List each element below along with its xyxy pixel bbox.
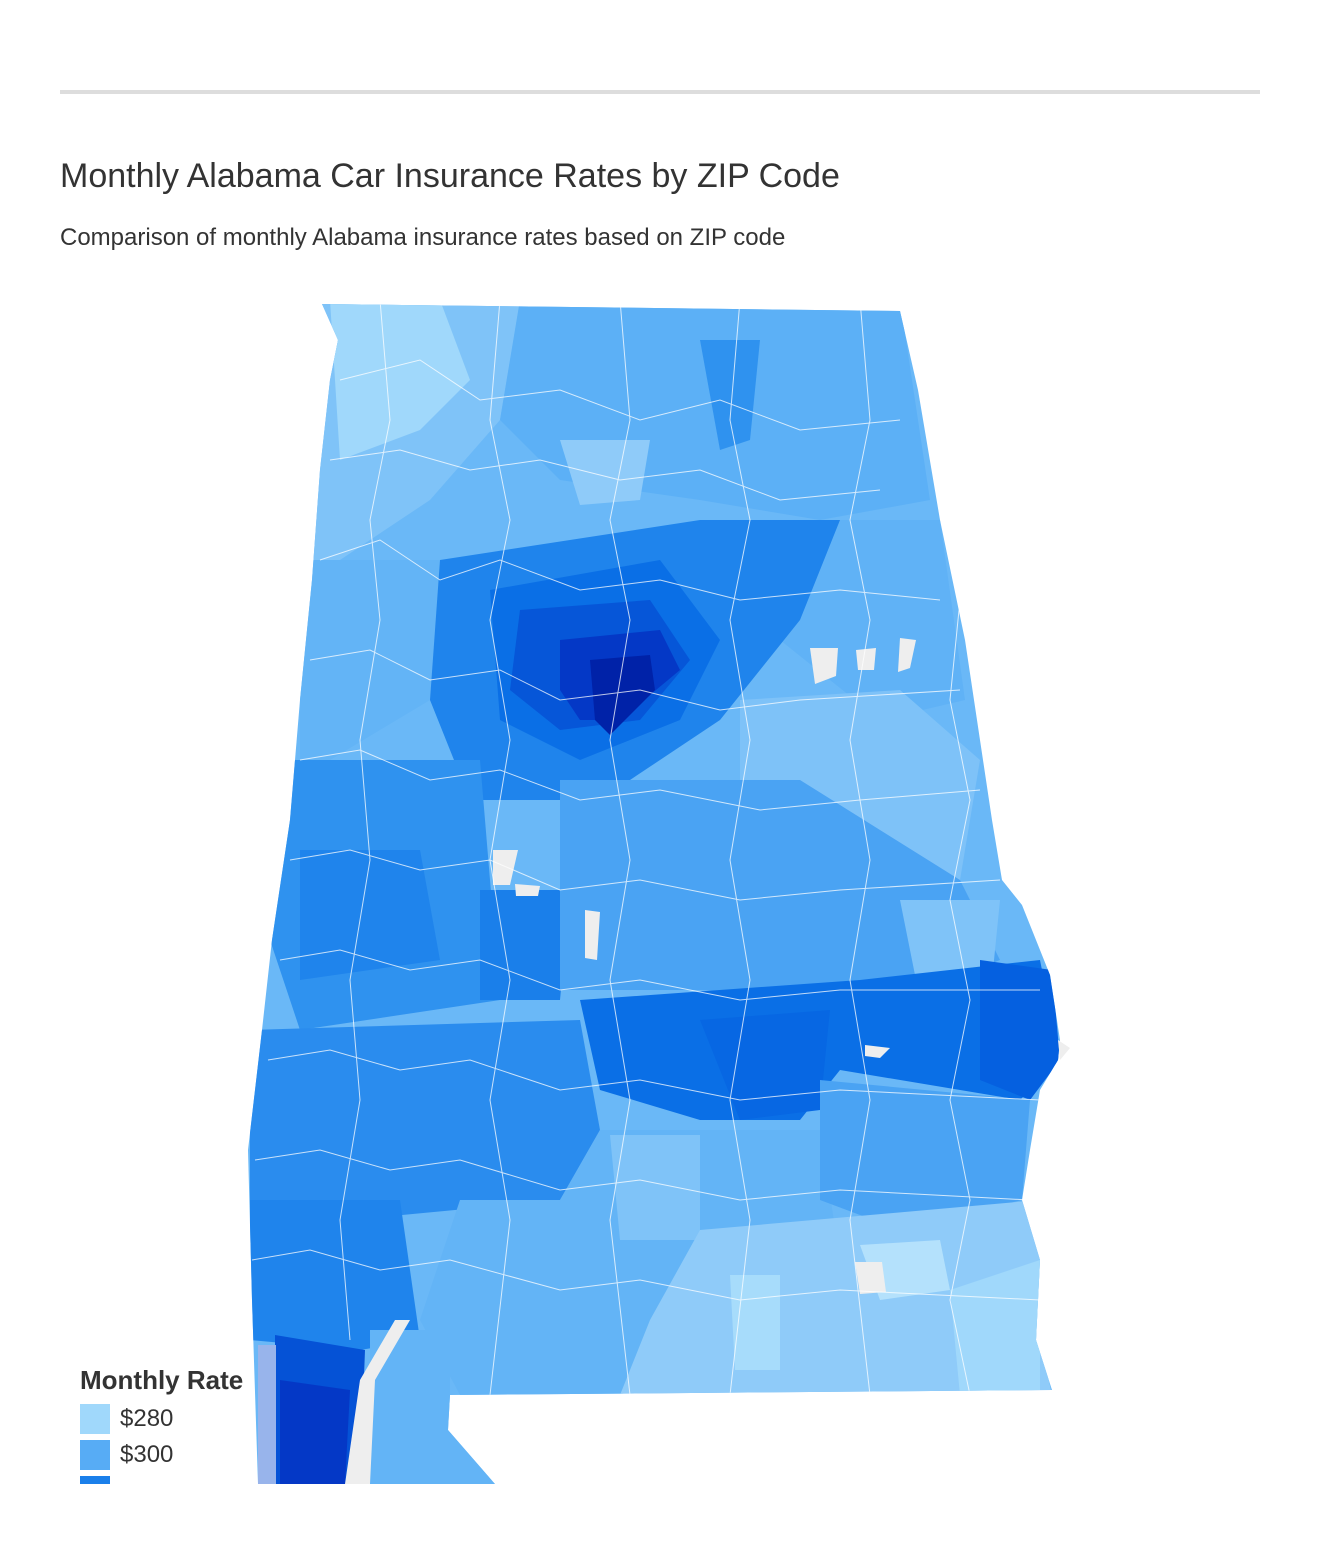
legend-item-300: $300 [80, 1440, 260, 1470]
legend-swatch-300 [80, 1440, 110, 1470]
alabama-map-svg [248, 304, 1070, 1484]
map-legend: Monthly Rate $280 $300 [80, 1362, 260, 1484]
legend-label: $300 [120, 1441, 174, 1468]
chart-subtitle: Comparison of monthly Alabama insurance … [60, 224, 786, 251]
choropleth-map[interactable] [0, 290, 1320, 1484]
legend-swatch-280 [80, 1404, 110, 1434]
legend-item-280: $280 [80, 1404, 260, 1434]
top-divider [60, 90, 1260, 94]
legend-item-clipped [80, 1476, 260, 1484]
legend-swatch-clipped [80, 1476, 110, 1484]
legend-title: Monthly Rate [80, 1365, 244, 1395]
state-regions [248, 304, 1060, 1484]
legend-label: $280 [120, 1405, 174, 1432]
chart-title: Monthly Alabama Car Insurance Rates by Z… [60, 157, 840, 195]
